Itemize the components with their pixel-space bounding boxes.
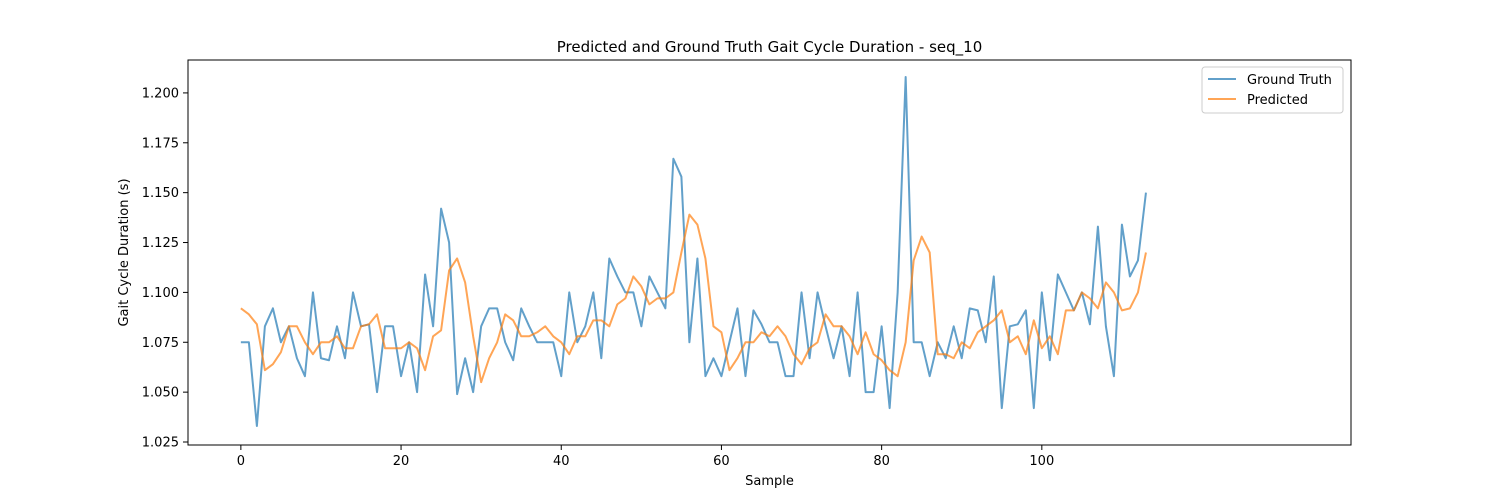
legend-label-predicted: Predicted [1247, 93, 1308, 108]
plot-frame [187, 59, 1352, 446]
chart-title: Predicted and Ground Truth Gait Cycle Du… [557, 38, 983, 57]
series-line-ground-truth [240, 75, 1147, 428]
y-tick-label: 1.125 [142, 236, 179, 251]
x-tick-label: 60 [713, 454, 730, 469]
x-tick-label: 20 [393, 454, 410, 469]
x-axis-label: Sample [745, 474, 794, 489]
x-tick-label: 0 [237, 454, 245, 469]
y-axis: 1.025 1.050 1.075 1.100 1.125 1.150 1.175 1.200 [142, 86, 188, 451]
y-tick-label: 1.100 [142, 286, 179, 301]
plot-area [188, 60, 1351, 445]
x-tick-label: 80 [873, 454, 890, 469]
x-axis: 0 20 40 60 80 100 [237, 445, 1054, 469]
y-tick-label: 1.175 [142, 136, 179, 151]
x-tick-label: 40 [553, 454, 570, 469]
y-tick-label: 1.150 [142, 186, 179, 201]
legend: Ground Truth Predicted [1201, 66, 1344, 114]
x-tick-label: 100 [1029, 454, 1054, 469]
legend-box [1201, 66, 1344, 114]
legend-label-ground-truth: Ground Truth [1247, 73, 1332, 88]
y-axis-label: Gait Cycle Duration (s) [117, 178, 132, 326]
y-tick-label: 1.025 [142, 436, 179, 451]
y-tick-label: 1.200 [142, 86, 179, 101]
series-line-predicted [240, 213, 1147, 384]
series-layer [240, 75, 1147, 428]
y-tick-label: 1.075 [142, 336, 179, 351]
y-tick-label: 1.050 [142, 386, 179, 401]
